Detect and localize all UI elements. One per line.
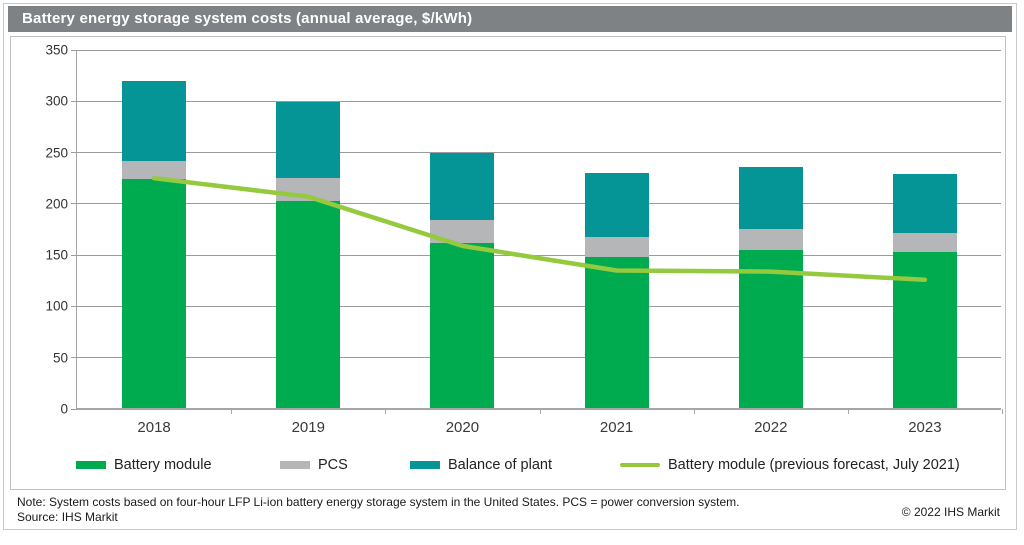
footnote-note: Note: System costs based on four-hour LF… <box>17 495 739 510</box>
y-axis-label: 150 <box>16 248 68 263</box>
footnote: Note: System costs based on four-hour LF… <box>17 495 739 525</box>
legend-item-pcs: PCS <box>280 457 348 473</box>
y-axis-label: 350 <box>16 43 68 58</box>
y-axis-label: 50 <box>16 350 68 365</box>
x-axis-label-2021: 2021 <box>540 419 694 436</box>
legend-item-forecast-line: Battery module (previous forecast, July … <box>620 457 960 473</box>
chart-figure: Battery energy storage system costs (ann… <box>3 3 1017 530</box>
x-axis-label-2018: 2018 <box>77 419 231 436</box>
x-axis-label-2019: 2019 <box>231 419 385 436</box>
legend-swatch-icon <box>410 461 440 469</box>
legend-swatch-icon <box>76 461 106 469</box>
y-axis-label: 0 <box>16 402 68 417</box>
chart-area: 350 300 250 200 150 100 50 0 2018 2019 2020 202… <box>10 36 1006 490</box>
chart-title-bar: Battery energy storage system costs (ann… <box>8 6 1012 32</box>
legend-line-swatch-icon <box>620 463 660 468</box>
legend-label: Battery module (previous forecast, July … <box>668 457 960 473</box>
y-axis-label: 250 <box>16 145 68 160</box>
footnote-source: Source: IHS Markit <box>17 510 739 525</box>
copyright: © 2022 IHS Markit <box>902 505 1000 519</box>
x-axis-label-2022: 2022 <box>694 419 848 436</box>
y-axis-label: 200 <box>16 196 68 211</box>
gridline-0 <box>77 408 1001 410</box>
plot-area: 350300250200150100500 2018 2019 2020 202… <box>76 50 1001 409</box>
y-axis-label: 300 <box>16 94 68 109</box>
legend: Battery module PCS Balance of plant Batt… <box>76 457 1001 479</box>
legend-label: PCS <box>318 457 348 473</box>
x-axis-tick <box>1002 409 1003 414</box>
legend-item-battery-module: Battery module <box>76 457 212 473</box>
x-axis-label-2023: 2023 <box>848 419 1002 436</box>
legend-label: Balance of plant <box>448 457 552 473</box>
chart-title: Battery energy storage system costs (ann… <box>22 10 472 27</box>
legend-swatch-icon <box>280 461 310 469</box>
x-axis-label-2020: 2020 <box>385 419 539 436</box>
forecast-line <box>77 50 1002 409</box>
legend-item-balance-of-plant: Balance of plant <box>410 457 552 473</box>
legend-label: Battery module <box>114 457 212 473</box>
y-axis-label: 100 <box>16 299 68 314</box>
